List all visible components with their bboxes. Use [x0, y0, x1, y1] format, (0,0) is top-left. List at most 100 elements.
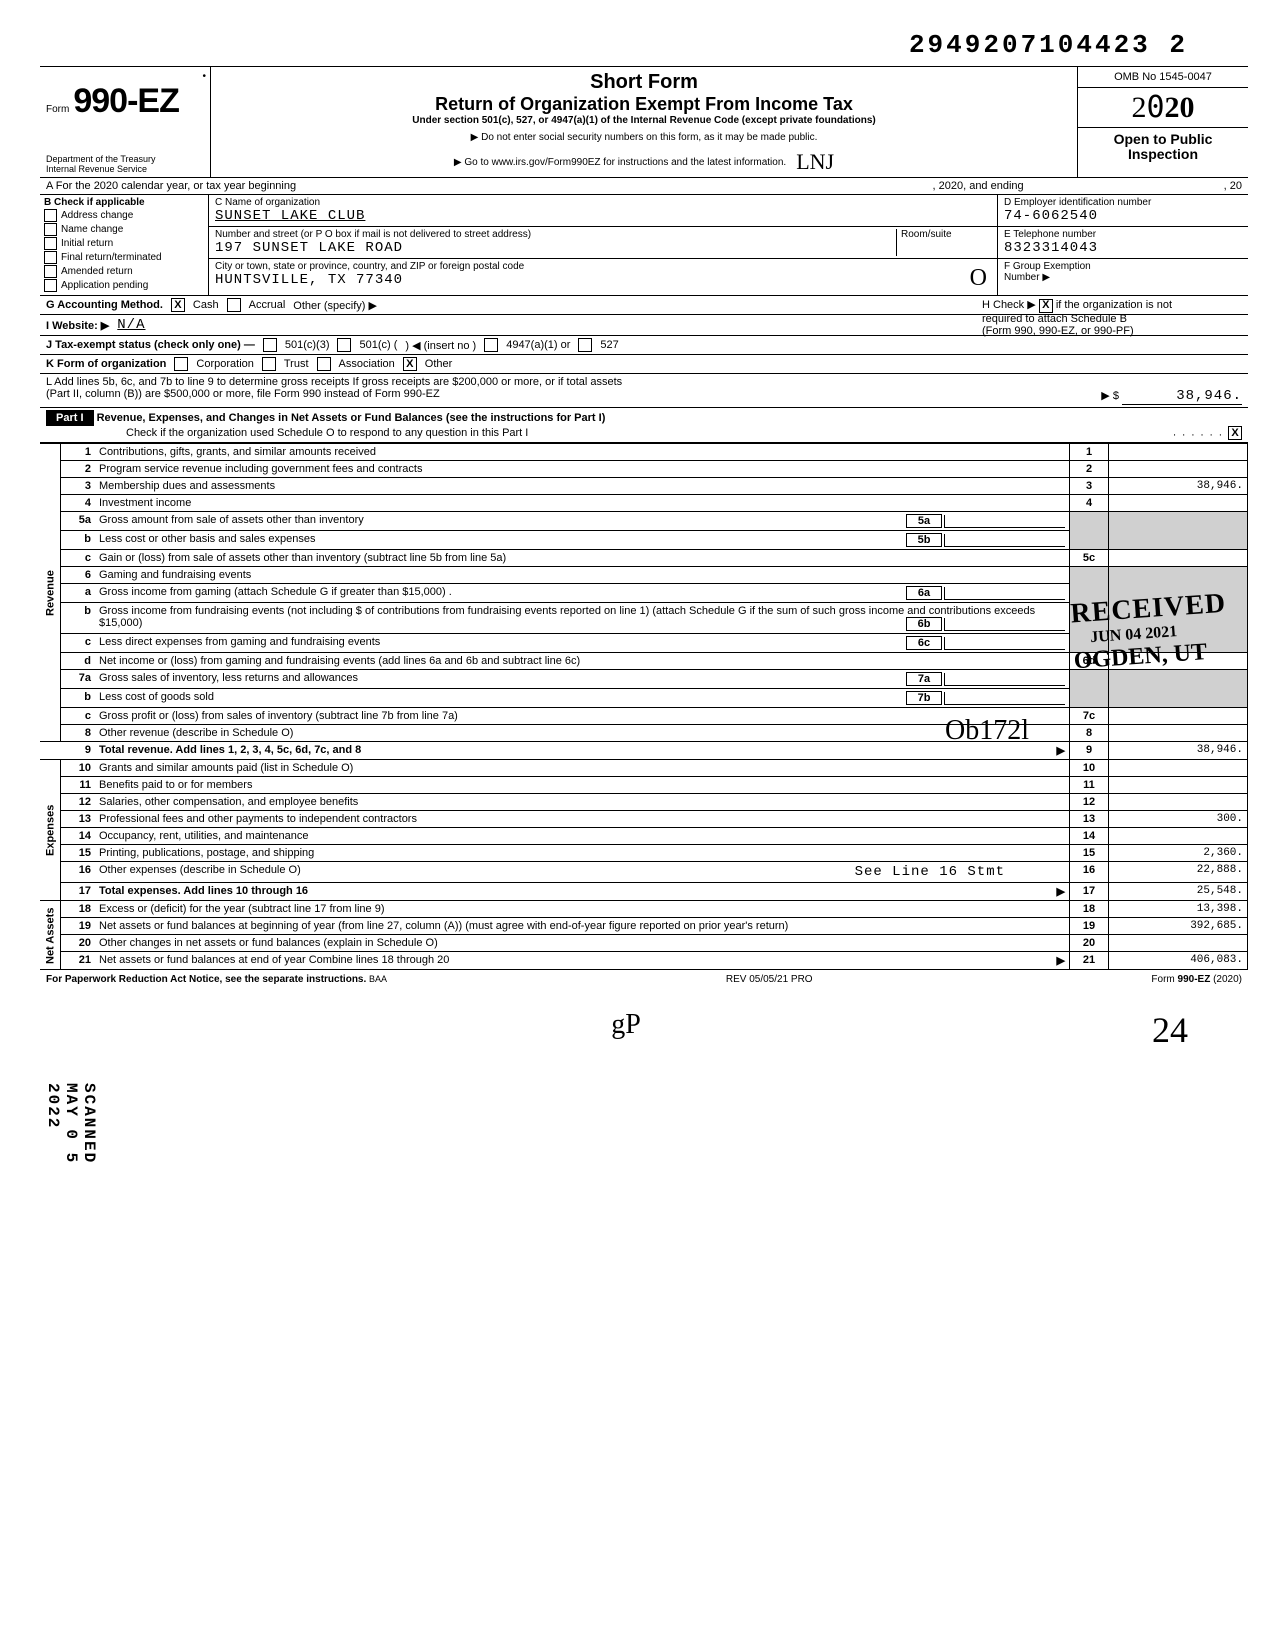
- lbl-address: Address change: [61, 210, 133, 221]
- l8-n: 8: [1070, 725, 1109, 742]
- l5c-d: Gain or (loss) from sale of assets other…: [95, 550, 1070, 567]
- l13-d: Professional fees and other payments to …: [95, 811, 1070, 828]
- title-short: Short Form: [219, 71, 1069, 94]
- l6b-d: Gross income from fundraising events (no…: [99, 605, 1035, 629]
- l5c-n: 5c: [1070, 550, 1109, 567]
- l7c-n: 7c: [1070, 708, 1109, 725]
- part1-header: Part I Revenue, Expenses, and Changes in…: [40, 408, 1248, 443]
- l7b-d: Less cost of goods sold: [99, 691, 214, 703]
- b-label: B Check if applicable: [44, 197, 204, 208]
- side-netassets: Net Assets: [40, 901, 61, 970]
- chk-app[interactable]: [44, 279, 57, 292]
- row-k: K Form of organization Corporation Trust…: [40, 355, 1248, 374]
- l5a-d: Gross amount from sale of assets other t…: [99, 514, 364, 526]
- l1-a: [1109, 444, 1248, 461]
- l6a-d: Gross income from gaming (attach Schedul…: [99, 586, 452, 598]
- chk-501c3[interactable]: [263, 338, 277, 352]
- chk-assoc[interactable]: [317, 357, 331, 371]
- chk-namechg[interactable]: [44, 223, 57, 236]
- lbl-other-org: Other: [425, 358, 453, 370]
- l15-d: Printing, publications, postage, and shi…: [95, 845, 1070, 862]
- chk-527[interactable]: [578, 338, 592, 352]
- chk-sched-o[interactable]: X: [1228, 426, 1242, 440]
- row-i: I Website: ▶ N/A: [40, 315, 1248, 335]
- room-label: Room/suite: [896, 229, 991, 256]
- chk-amended[interactable]: [44, 265, 57, 278]
- lbl-initial: Initial return: [61, 238, 113, 249]
- header-initials: LNJ: [796, 149, 834, 175]
- l10-d: Grants and similar amounts paid (list in…: [95, 760, 1070, 777]
- lbl-insert: ) ◀ (insert no ): [405, 339, 476, 352]
- l20-d: Other changes in net assets or fund bala…: [95, 935, 1070, 952]
- chk-trust[interactable]: [262, 357, 276, 371]
- l-text1: L Add lines 5b, 6c, and 7b to line 9 to …: [46, 376, 1242, 388]
- open2: Inspection: [1082, 147, 1244, 162]
- part1-label: Part I: [46, 410, 94, 426]
- footer-mid: REV 05/05/21 PRO: [726, 974, 813, 985]
- l7b-ib: 7b: [906, 691, 942, 705]
- main-table: Revenue 1Contributions, gifts, grants, a…: [40, 443, 1248, 970]
- scanned-stamp: SCANNED MAY 0 5 2022: [44, 1083, 98, 1164]
- l12-a: [1109, 794, 1248, 811]
- ein: 74-6062540: [1004, 208, 1242, 224]
- l6d-d: Net income or (loss) from gaming and fun…: [95, 653, 1070, 670]
- lbl-other-acct: Other (specify) ▶: [293, 299, 377, 312]
- c-name-label: C Name of organization: [215, 197, 991, 208]
- website: N/A: [117, 317, 145, 333]
- j-label: J Tax-exempt status (check only one) —: [46, 339, 255, 351]
- chk-final[interactable]: [44, 251, 57, 264]
- l15-a: 2,360.: [1109, 845, 1248, 862]
- tax-year: 2020: [1078, 88, 1248, 128]
- l21-n: 21: [1070, 952, 1109, 970]
- title-return: Return of Organization Exempt From Incom…: [219, 94, 1069, 115]
- chk-501c[interactable]: [337, 338, 351, 352]
- chk-corp[interactable]: [174, 357, 188, 371]
- l20-n: 20: [1070, 935, 1109, 952]
- chk-cash[interactable]: X: [171, 298, 185, 312]
- l21-arrow: ▶: [1057, 954, 1065, 967]
- l19-d: Net assets or fund balances at beginning…: [95, 918, 1070, 935]
- lbl-trust: Trust: [284, 358, 309, 370]
- chk-schedule-b[interactable]: X: [1039, 299, 1053, 313]
- l11-n: 11: [1070, 777, 1109, 794]
- chk-address[interactable]: [44, 209, 57, 222]
- l8-d: Other revenue (describe in Schedule O): [99, 727, 293, 739]
- chk-other-org[interactable]: X: [403, 357, 417, 371]
- instr1: ▶ Do not enter social security numbers o…: [219, 132, 1069, 143]
- c-street-label: Number and street (or P O box if mail is…: [215, 229, 896, 240]
- l3-d: Membership dues and assessments: [95, 478, 1070, 495]
- city: HUNTSVILLE, TX 77340: [215, 272, 991, 288]
- l7a-ib: 7a: [906, 672, 942, 686]
- l-arrow: ▶ $: [1101, 390, 1119, 402]
- l6c-ib: 6c: [906, 636, 942, 650]
- chk-4947[interactable]: [484, 338, 498, 352]
- l13-n: 13: [1070, 811, 1109, 828]
- l21-d: Net assets or fund balances at end of ye…: [99, 954, 449, 966]
- l9-d: Total revenue. Add lines 1, 2, 3, 4, 5c,…: [99, 744, 361, 756]
- city-initial: O: [970, 265, 987, 292]
- l10-a: [1109, 760, 1248, 777]
- l6d-n: 6d: [1070, 653, 1109, 670]
- l-text2: (Part II, column (B)) are $500,000 or mo…: [46, 388, 440, 405]
- phone: 8323314043: [1004, 240, 1242, 256]
- l2-a: [1109, 461, 1248, 478]
- chk-initial[interactable]: [44, 237, 57, 250]
- l10-n: 10: [1070, 760, 1109, 777]
- chk-accrual[interactable]: [227, 298, 241, 312]
- l6-d: Gaming and fundraising events: [95, 567, 1070, 584]
- l16-n: 16: [1070, 862, 1109, 883]
- lbl-4947: 4947(a)(1) or: [506, 339, 570, 351]
- dot: •: [46, 71, 206, 82]
- form-word: Form: [46, 104, 69, 115]
- l14-d: Occupancy, rent, utilities, and maintena…: [95, 828, 1070, 845]
- l5c-a: [1109, 550, 1248, 567]
- side-revenue: Revenue: [40, 444, 61, 742]
- l16-d: Other expenses (describe in Schedule O): [99, 864, 301, 876]
- l17-n: 17: [1070, 883, 1109, 901]
- part1-title: Revenue, Expenses, and Changes in Net As…: [97, 412, 606, 424]
- l7c-a: [1109, 708, 1248, 725]
- footer-left: For Paperwork Reduction Act Notice, see …: [46, 974, 366, 985]
- omb: OMB No 1545-0047: [1078, 67, 1248, 88]
- bottom-sig-1: gP: [611, 1009, 641, 1051]
- h-t2: if the organization is not: [1056, 299, 1172, 311]
